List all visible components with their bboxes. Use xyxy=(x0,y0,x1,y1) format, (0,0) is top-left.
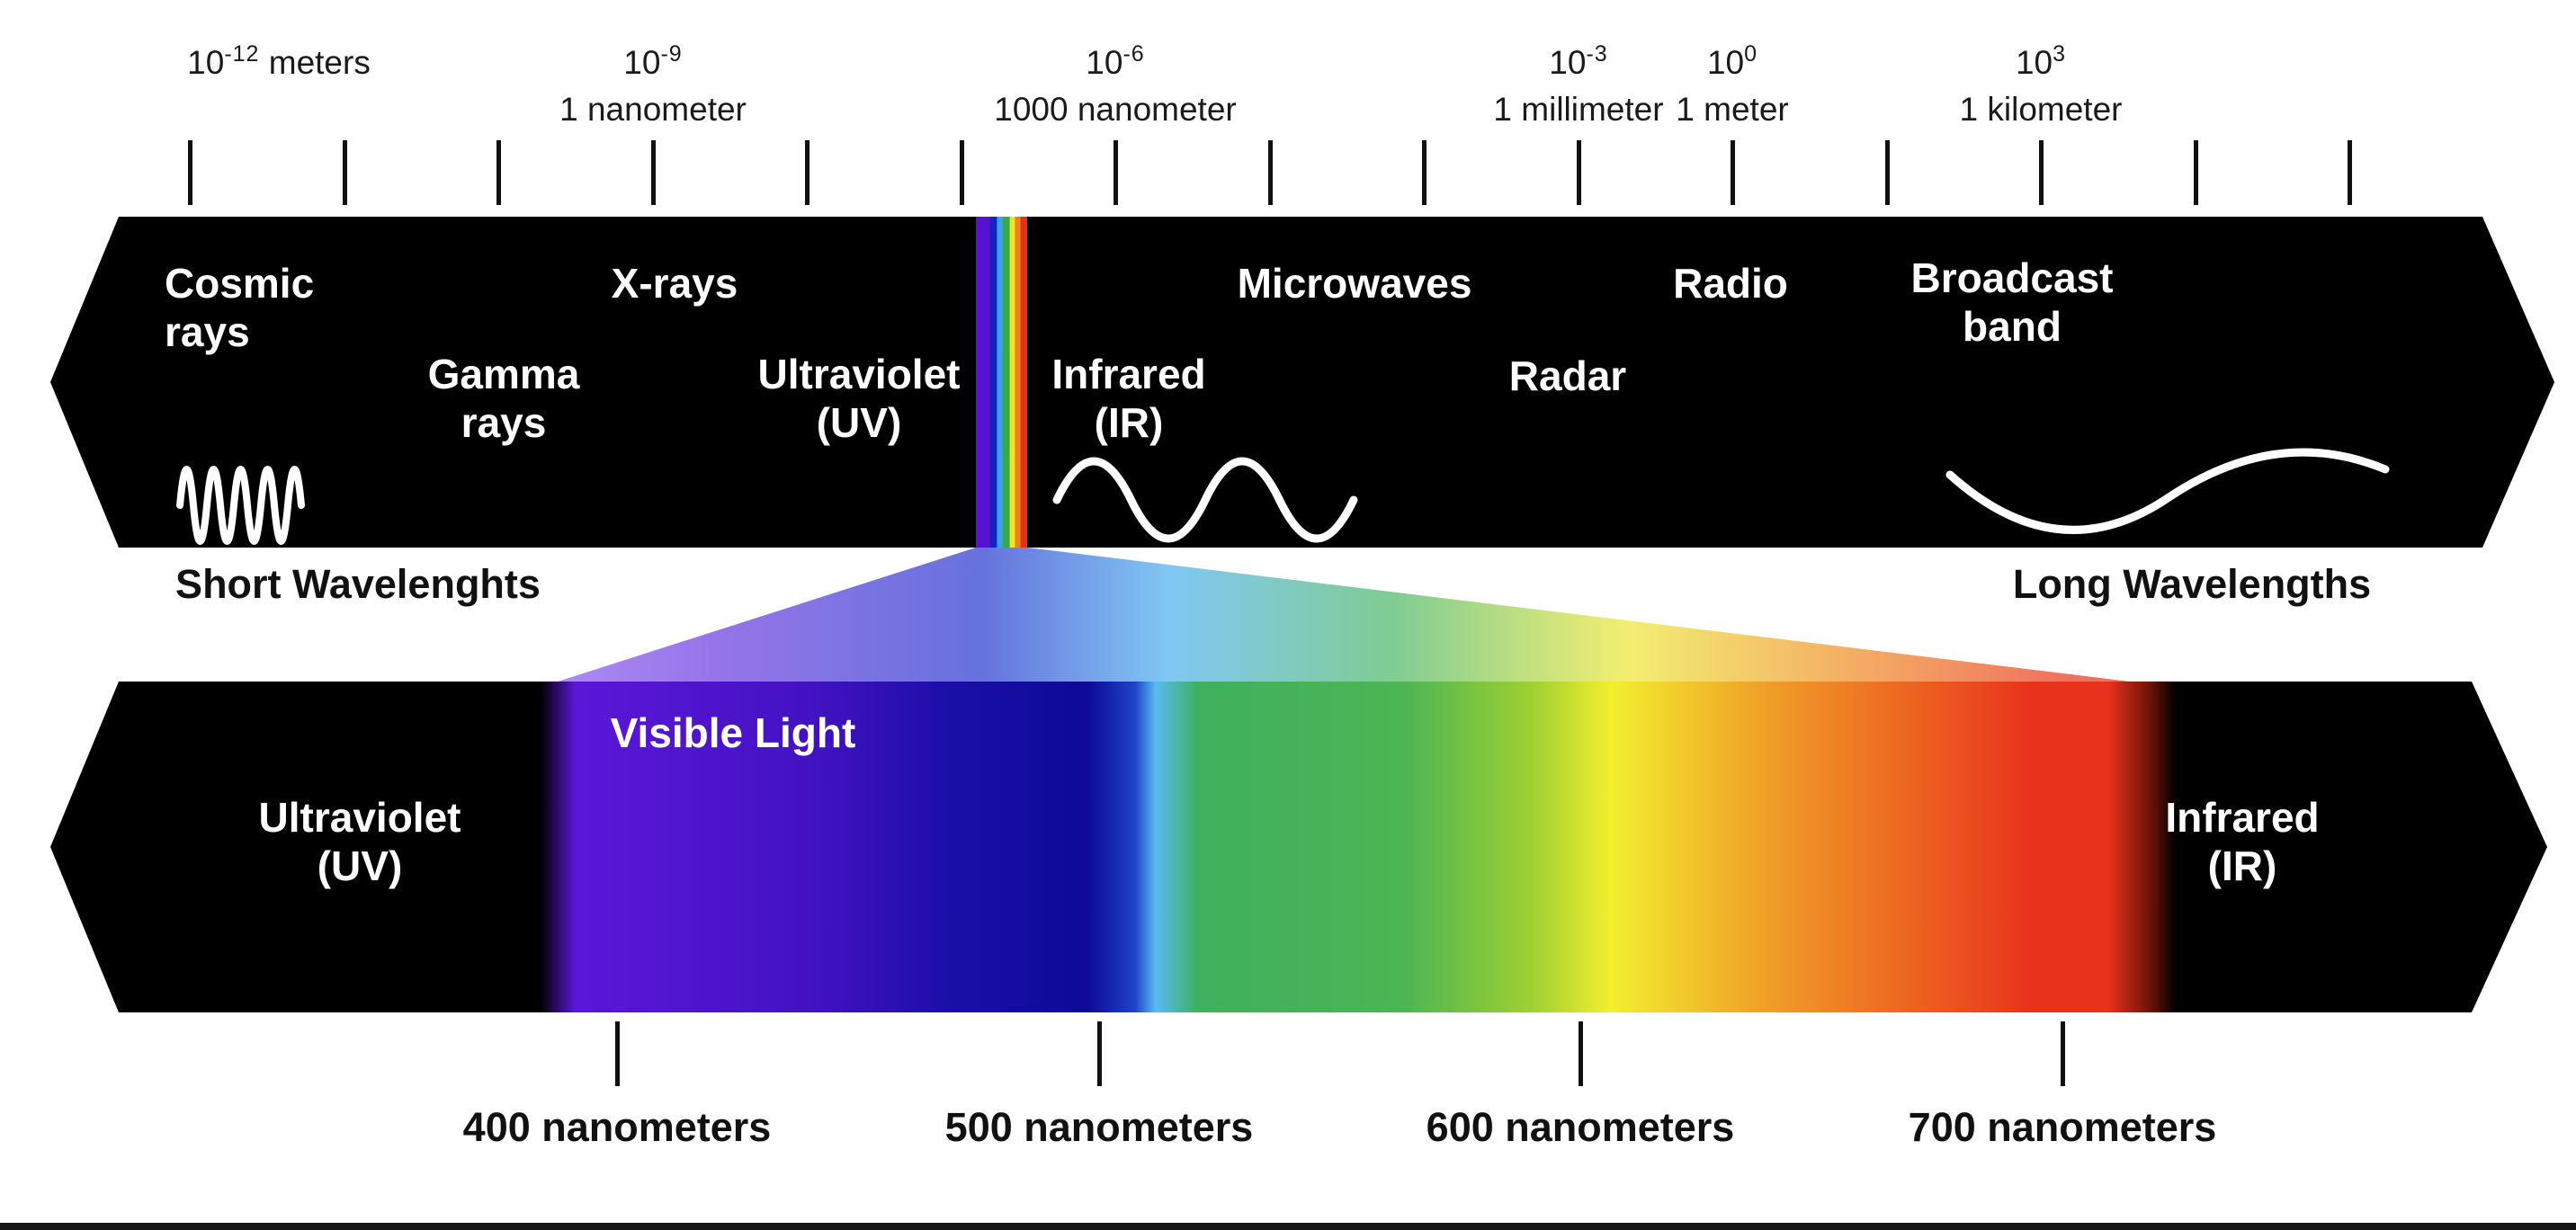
nm-tick xyxy=(1579,1021,1583,1086)
scale-exponent: 100 xyxy=(1706,41,1758,81)
scale-tick xyxy=(2348,140,2352,205)
region-microwaves: Microwaves xyxy=(1237,260,1472,307)
region-cosmic-rays: Cosmic rays xyxy=(165,260,315,355)
scale-tick xyxy=(1114,140,1118,205)
scale-exponent: 10-6 xyxy=(1086,41,1145,81)
region-ultraviolet: Ultraviolet (UV) xyxy=(757,351,961,446)
region-infrared: Infrared (IR) xyxy=(1051,351,1206,446)
spectrum-fan xyxy=(558,548,2130,682)
scale-exponent: 103 xyxy=(2015,41,2067,81)
scale-label-10-0: 100 1 meter xyxy=(1676,34,1788,129)
bottom-infrared-label: Infrared (IR) xyxy=(2165,794,2320,889)
scale-tick xyxy=(188,140,192,205)
region-radio: Radio xyxy=(1673,260,1788,307)
scale-tick xyxy=(1577,140,1581,205)
visible-light-band xyxy=(50,682,2547,1012)
scale-exponent: 10-12 meters xyxy=(187,41,371,81)
scale-label-10-3: 10-3 1 millimeter xyxy=(1493,34,1663,129)
nm-label-600: 600 nanometers xyxy=(1426,1104,1735,1150)
scale-label-10-9: 10-9 1 nanometer xyxy=(559,34,747,129)
scale-unit: 1 nanometer xyxy=(559,91,747,128)
nm-tick xyxy=(2061,1021,2065,1086)
caption-long-wavelengths: Long Wavelengths xyxy=(2012,561,2372,607)
scale-unit: 1 kilometer xyxy=(1959,91,2123,128)
scale-label-10-6: 10-6 1000 nanometer xyxy=(994,34,1236,129)
visible-light-strip xyxy=(976,217,1027,548)
nm-label-700: 700 nanometers xyxy=(1908,1104,2217,1150)
bottom-edge-bar xyxy=(0,1223,2576,1230)
scale-exponent: 10-9 xyxy=(623,41,683,81)
nm-tick xyxy=(1097,1021,1102,1086)
nm-label-400: 400 nanometers xyxy=(462,1104,772,1150)
scale-exponent: 10-3 xyxy=(1549,41,1608,81)
scale-unit: 1000 nanometer xyxy=(994,91,1237,128)
scale-tick xyxy=(960,140,964,205)
region-broadcast-band: Broadcast band xyxy=(1910,254,2114,350)
scale-tick xyxy=(2194,140,2198,205)
scale-tick xyxy=(343,140,347,205)
scale-label-10-3-km: 103 1 kilometer xyxy=(1960,34,2123,129)
scale-tick xyxy=(1268,140,1273,205)
scale-unit: 1 meter xyxy=(1676,91,1789,128)
scale-tick xyxy=(1422,140,1427,205)
scale-unit: 1 millimeter xyxy=(1493,91,1664,128)
bottom-ultraviolet-label: Ultraviolet (UV) xyxy=(258,794,461,889)
scale-tick xyxy=(805,140,809,205)
region-x-rays: X-rays xyxy=(611,260,738,307)
visible-light-label: Visible Light xyxy=(610,709,856,756)
scale-tick xyxy=(1731,140,1735,205)
scale-tick xyxy=(1885,140,1890,205)
nm-label-500: 500 nanometers xyxy=(944,1104,1254,1150)
nm-tick xyxy=(615,1021,620,1086)
scale-label-10-12: 10-12 meters xyxy=(187,34,371,81)
scale-tick xyxy=(651,140,656,205)
region-radar: Radar xyxy=(1508,352,1627,399)
scale-tick xyxy=(2039,140,2044,205)
caption-short-wavelengths: Short Wavelenghts xyxy=(175,561,541,607)
region-gamma-rays: Gamma rays xyxy=(427,351,580,446)
scale-tick xyxy=(496,140,501,205)
